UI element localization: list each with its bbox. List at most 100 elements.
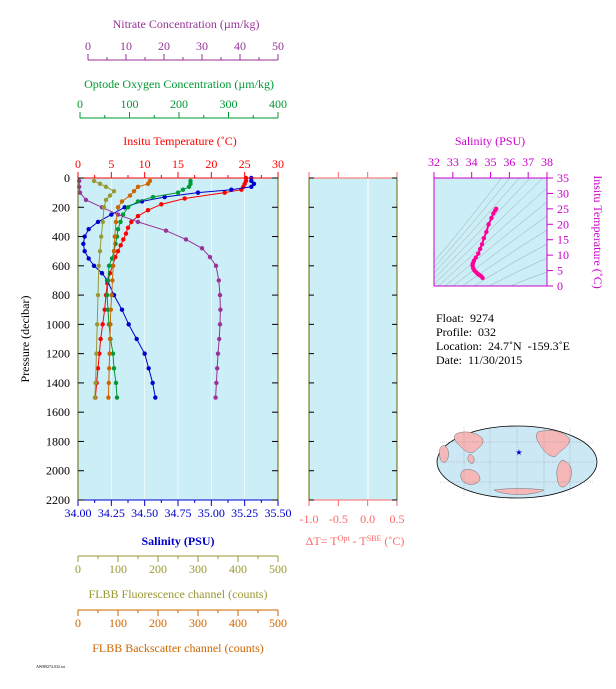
pressure-tick-label: 0: [64, 171, 70, 185]
data-point-flbb-backscatter-channel: [111, 248, 117, 254]
density-contour: [452, 215, 547, 286]
backscatter-axis-label: FLBB Backscatter channel (counts): [92, 641, 264, 655]
ts-series: [470, 206, 499, 281]
axis-tick-label: 200: [170, 97, 188, 111]
data-point-flbb-fluorescence-channel: [94, 351, 99, 356]
axis-tick-label: 0: [75, 562, 81, 576]
data-point-optode-oxygen-concentration: [111, 366, 117, 371]
series-line-insitu-temperature: [94, 178, 247, 398]
data-point-nitrate-concentration: [199, 246, 205, 251]
series-line-flbb-fluorescence-channel: [93, 180, 115, 398]
pressure-tick-label: 400: [52, 230, 70, 244]
data-point-optode-oxygen-concentration: [113, 380, 119, 386]
data-point-salinity: [119, 307, 125, 312]
data-point-flbb-backscatter-channel: [135, 184, 141, 189]
data-point-flbb-fluorescence-channel: [100, 219, 106, 225]
data-point-flbb-fluorescence-channel: [97, 181, 103, 187]
data-point-flbb-backscatter-channel: [107, 366, 112, 371]
data-point-salinity: [82, 248, 87, 254]
delta-t-axis-label: ΔT= TOpt - TSBE (˚C): [306, 534, 405, 549]
data-point-flbb-fluorescence-channel: [99, 234, 104, 239]
density-contour: [509, 271, 547, 286]
data-point-optode-oxygen-concentration: [105, 278, 111, 283]
data-point-insitu-temperature: [129, 219, 134, 225]
map-landmass-south-america: [556, 459, 572, 488]
temperature-axis-ticks: 0 5 10 15 20 25 30: [75, 157, 284, 179]
salinity-axis-ticks: 34.00 34.25 34.50 34.75 35.00 35.25 35.50: [65, 499, 292, 520]
data-point-flbb-backscatter-channel: [106, 395, 111, 400]
data-point-nitrate-concentration: [213, 395, 218, 400]
axis-tick-label: 400: [269, 97, 287, 111]
axis-tick-label: 0: [85, 39, 91, 53]
ts-y-tick-label: 15: [557, 233, 569, 247]
ts-x-tick-label: 34: [466, 155, 478, 169]
salinity-axis-label: Salinity (PSU): [141, 534, 214, 548]
pressure-tick-label: 2000: [46, 464, 70, 478]
ts-data-point: [484, 229, 489, 235]
data-point-salinity: [86, 256, 91, 261]
density-contour: [434, 178, 511, 268]
data-point-flbb-backscatter-channel: [119, 199, 125, 204]
data-point-optode-oxygen-concentration: [106, 263, 112, 269]
data-point-flbb-backscatter-channel: [111, 263, 116, 269]
data-point-insitu-temperature: [123, 231, 129, 236]
delta-t-tick-label: -1.0: [300, 512, 319, 526]
axis-tick-label: 15: [172, 157, 184, 171]
data-point-flbb-backscatter-channel: [112, 234, 118, 239]
ts-x-tick-label: 38: [541, 155, 553, 169]
data-point-salinity: [195, 190, 201, 195]
data-point-insitu-temperature: [118, 243, 123, 248]
data-point-salinity: [142, 351, 147, 356]
data-point-salinity: [251, 181, 257, 187]
data-point-salinity: [86, 227, 91, 232]
data-point-flbb-backscatter-channel: [108, 307, 114, 312]
data-point-optode-oxygen-concentration: [125, 205, 131, 210]
pressure-tick-label: 200: [52, 200, 70, 214]
pressure-tick-label: 1800: [46, 434, 70, 448]
delta-t-axis-ticks: -1.0 -0.5 0.0 0.5: [300, 172, 405, 526]
data-point-nitrate-concentration: [215, 351, 221, 356]
density-contour: [462, 229, 547, 286]
data-point-nitrate-concentration: [217, 322, 223, 327]
nitrate-axis-ticks: 0 10 20 30 40 50: [85, 39, 284, 61]
delta-t-panel-background: [309, 178, 397, 500]
ts-y-tick-label: 5: [557, 264, 563, 278]
ts-y-tick-label: 10: [557, 248, 569, 262]
data-point-optode-oxygen-concentration: [104, 292, 110, 298]
data-point-nitrate-concentration: [216, 278, 221, 283]
data-point-optode-oxygen-concentration: [118, 219, 123, 225]
data-point-nitrate-concentration: [217, 292, 223, 298]
map-land: [439, 430, 572, 495]
data-point-optode-oxygen-concentration: [114, 395, 120, 400]
data-point-insitu-temperature: [121, 237, 126, 242]
oxygen-axis: Optode Oxygen Concentration (µm/kg) 0 100…: [77, 77, 287, 119]
data-point-optode-oxygen-concentration: [150, 194, 156, 200]
axis-tick-label: 300: [189, 562, 207, 576]
ts-data-point: [493, 206, 499, 212]
pressure-tick-label: 1400: [46, 376, 70, 390]
ts-y-tick-label: 30: [557, 186, 569, 200]
ts-salinity-label: Salinity (PSU): [455, 134, 525, 148]
data-point-flbb-fluorescence-channel: [103, 184, 109, 189]
data-point-optode-oxygen-concentration: [180, 187, 186, 192]
data-point-insitu-temperature: [98, 336, 103, 342]
ts-x-tick-label: 37: [522, 155, 534, 169]
float-info: Float: 9274 Profile: 032 Location: 24.7˚…: [436, 311, 570, 367]
data-point-flbb-fluorescence-channel: [97, 248, 103, 254]
data-point-insitu-temperature: [145, 208, 151, 213]
data-point-nitrate-concentration: [77, 190, 83, 195]
density-contour: [444, 201, 547, 286]
ts-data-point: [477, 246, 483, 252]
axis-tick-label: 40: [234, 39, 246, 53]
data-point-salinity: [95, 219, 101, 225]
data-point-flbb-backscatter-channel: [127, 193, 133, 198]
axis-tick-label: 0: [77, 97, 83, 111]
data-point-salinity: [153, 395, 158, 400]
nitrate-axis-label: Nitrate Concentration (µm/kg): [113, 17, 260, 31]
data-point-salinity: [81, 241, 86, 247]
pressure-tick-label: 1200: [46, 347, 70, 361]
data-point-nitrate-concentration: [207, 254, 213, 260]
ts-data-point: [489, 215, 494, 221]
data-point-insitu-temperature: [100, 322, 105, 327]
pressure-tick-label: 2200: [46, 493, 70, 507]
